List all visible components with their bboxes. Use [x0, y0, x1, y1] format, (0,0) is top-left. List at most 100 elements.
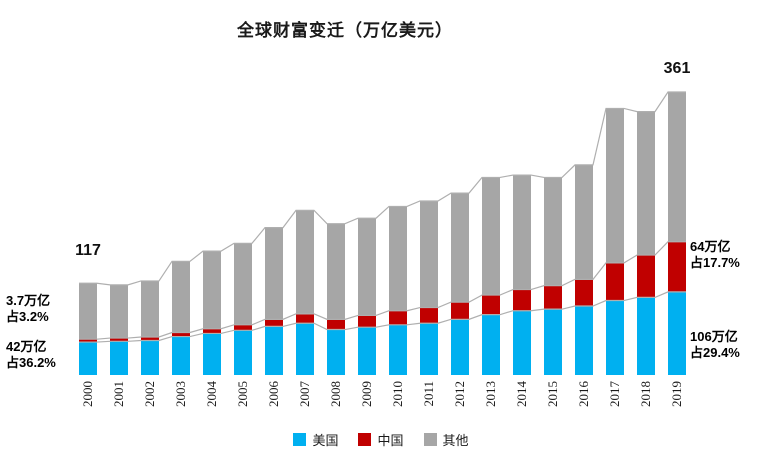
legend-swatch-others	[423, 433, 437, 446]
x-label-2010: 2010	[390, 381, 405, 407]
bar-2016-us	[575, 306, 593, 375]
annotation-total-2000: 117	[75, 242, 101, 259]
bar-2008-china	[327, 319, 345, 330]
legend-label-us: 美国	[312, 433, 339, 448]
bar-2005-us	[234, 330, 252, 375]
bar-2009-us	[358, 327, 376, 375]
bar-2011-china	[420, 307, 438, 324]
annotation-china-2019-value: 64万亿	[690, 239, 731, 254]
bar-2000-us	[79, 342, 97, 375]
bar-2006-us	[265, 326, 283, 375]
connector-line-china	[79, 241, 686, 340]
bar-2001-us	[110, 341, 128, 375]
legend-item-others: 其他	[423, 430, 469, 449]
connector-line-others	[79, 91, 686, 286]
bar-2002-china	[141, 336, 159, 341]
bar-2015-china	[544, 285, 562, 310]
bar-2012-us	[451, 319, 469, 375]
bar-2008-others	[327, 223, 345, 320]
bar-2012-others	[451, 193, 469, 303]
x-label-2017: 2017	[607, 381, 622, 407]
bar-2010-us	[389, 324, 407, 375]
bar-2017-others	[606, 108, 624, 263]
annotation-us-2000-share: 占36.2%	[6, 355, 56, 370]
bar-2005-others	[234, 243, 252, 325]
legend-item-china: 中国	[358, 430, 404, 449]
annotation-us-2000-value: 42万亿	[6, 339, 47, 354]
annotation-china-2000-value: 3.7万亿	[6, 293, 51, 308]
bar-2019-us	[668, 291, 686, 375]
bar-2010-others	[389, 206, 407, 311]
bar-2004-china	[203, 328, 221, 334]
bar-2007-us	[296, 323, 314, 375]
connector-line-us	[79, 291, 686, 343]
bar-2019-china	[668, 241, 686, 292]
legend-label-others: 其他	[442, 433, 469, 448]
annotation-us-2019: 106万亿 占29.4%	[690, 329, 762, 361]
bar-2003-others	[172, 261, 190, 333]
bar-2000-china	[79, 339, 97, 343]
bar-2008-us	[327, 329, 345, 375]
bar-2013-china	[482, 295, 500, 315]
bar-2018-china	[637, 255, 655, 298]
legend-swatch-us	[293, 433, 307, 446]
bar-2001-china	[110, 338, 128, 342]
bar-2014-others	[513, 175, 531, 290]
bar-2003-china	[172, 332, 190, 337]
bar-2018-others	[637, 111, 655, 256]
bar-2005-china	[234, 324, 252, 331]
bar-2012-china	[451, 302, 469, 320]
x-label-2019: 2019	[669, 381, 684, 407]
x-label-2015: 2015	[545, 381, 560, 407]
bar-2000-others	[79, 283, 97, 340]
x-label-2007: 2007	[297, 381, 312, 407]
bar-2006-china	[265, 319, 283, 327]
chart-title: 全球财富变迁（万亿美元）	[237, 21, 453, 40]
bar-2004-us	[203, 333, 221, 375]
annotation-china-2019: 64万亿 占17.7%	[690, 239, 762, 271]
bar-2004-others	[203, 251, 221, 329]
annotation-us-2000: 42万亿 占36.2%	[6, 339, 80, 371]
bar-2001-others	[110, 284, 128, 339]
x-label-2009: 2009	[359, 381, 374, 407]
bar-2016-china	[575, 279, 593, 306]
annotation-china-2000: 3.7万亿 占3.2%	[6, 293, 80, 325]
x-label-2001: 2001	[111, 381, 126, 407]
legend-label-china: 中国	[377, 433, 404, 448]
x-label-2008: 2008	[328, 381, 343, 407]
legend-item-us: 美国	[293, 430, 338, 449]
x-label-2011: 2011	[421, 381, 436, 407]
bar-2014-china	[513, 289, 531, 311]
bar-2011-others	[420, 200, 438, 308]
annotation-china-2019-share: 占17.7%	[690, 255, 740, 270]
bar-2017-us	[606, 300, 624, 375]
annotation-us-2019-value: 106万亿	[690, 329, 738, 344]
bar-2010-china	[389, 310, 407, 325]
bar-2009-others	[358, 218, 376, 316]
bar-2002-us	[141, 340, 159, 375]
annotation-total-2019: 361	[663, 60, 691, 77]
bar-2007-china	[296, 313, 314, 324]
bar-2002-others	[141, 280, 159, 337]
x-label-2000: 2000	[80, 381, 95, 407]
bar-2018-us	[637, 297, 655, 375]
legend-swatch-china	[358, 433, 372, 446]
legend: 美国 中国 其他	[0, 430, 762, 449]
bar-2013-others	[482, 177, 500, 296]
x-label-2006: 2006	[266, 381, 281, 407]
bar-2011-us	[420, 323, 438, 375]
bar-2006-others	[265, 227, 283, 320]
bar-2009-china	[358, 315, 376, 328]
bar-2003-us	[172, 336, 190, 375]
x-label-2003: 2003	[173, 381, 188, 407]
bar-2019-others	[668, 92, 686, 242]
x-label-2002: 2002	[142, 381, 157, 407]
x-label-2004: 2004	[204, 381, 219, 407]
bar-2015-others	[544, 177, 562, 286]
bar-2017-china	[606, 262, 624, 301]
x-label-2005: 2005	[235, 381, 250, 407]
bar-2014-us	[513, 310, 531, 375]
x-label-2018: 2018	[638, 381, 653, 407]
annotation-china-2000-share: 占3.2%	[6, 309, 49, 324]
